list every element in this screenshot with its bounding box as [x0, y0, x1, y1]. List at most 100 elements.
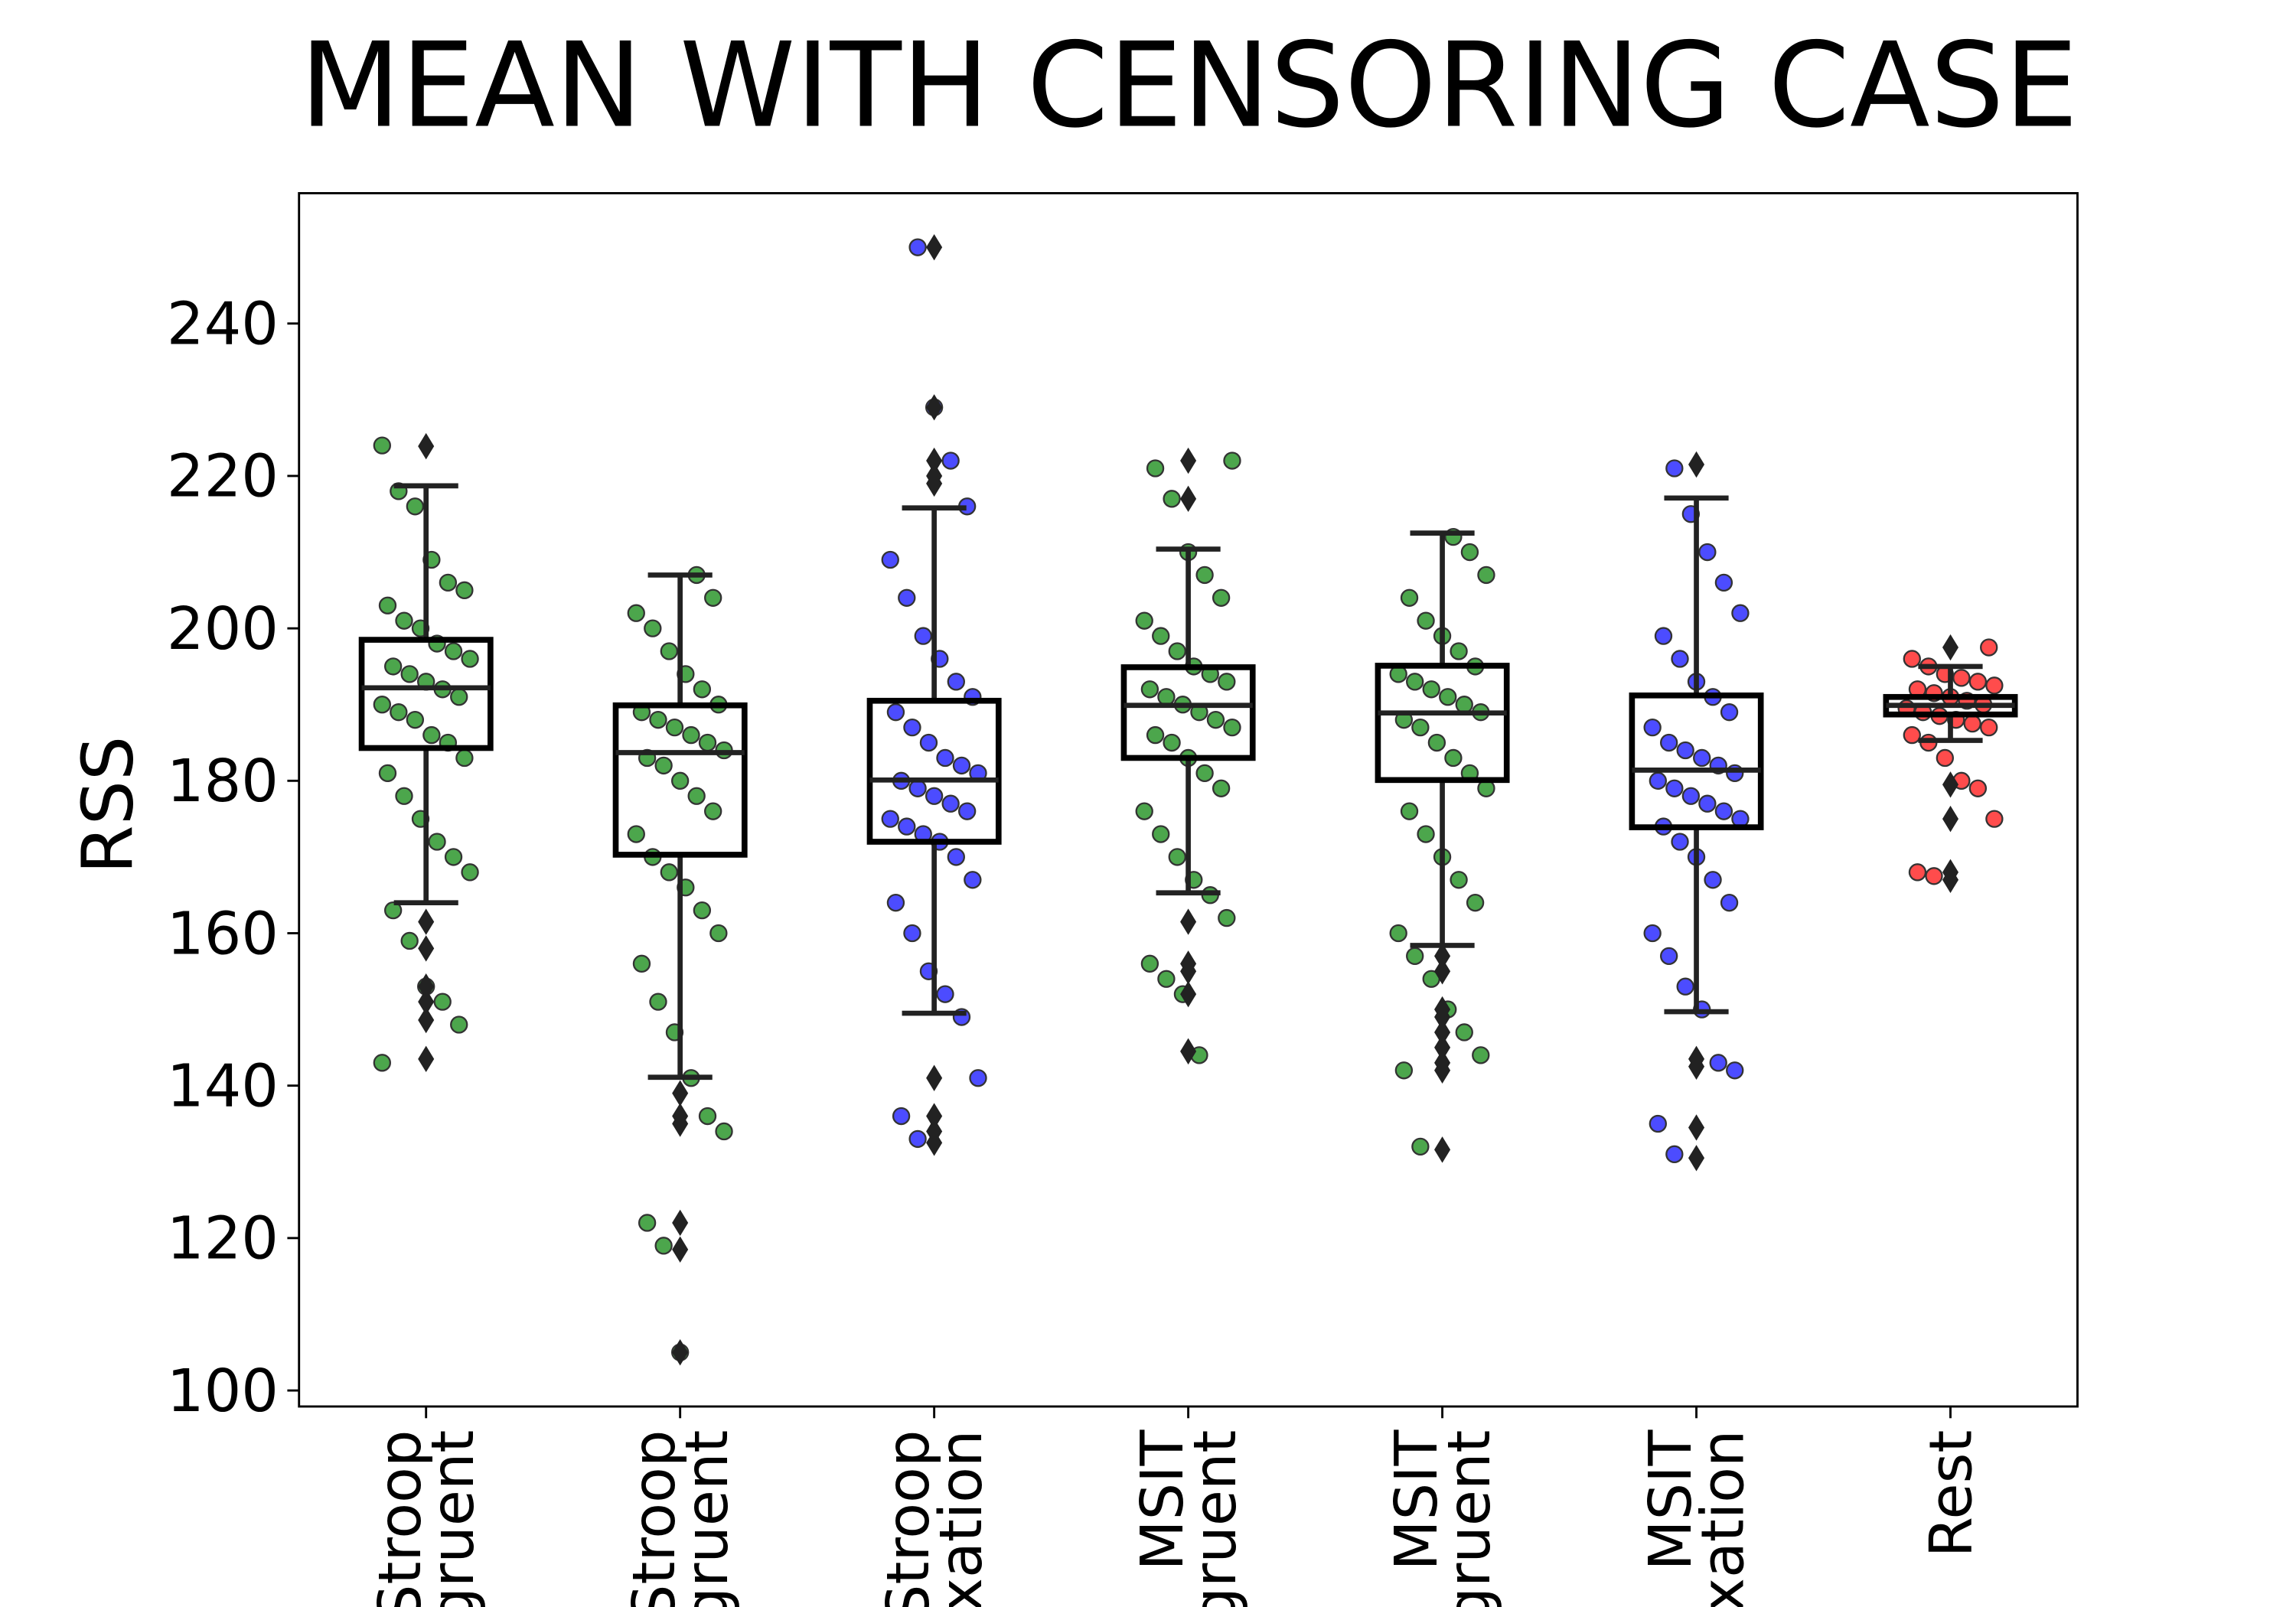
data-point — [1968, 673, 1988, 691]
data-point — [406, 710, 425, 729]
outlier — [418, 973, 435, 1000]
data-point — [1665, 1145, 1684, 1163]
data-point — [925, 787, 944, 805]
data-point — [1477, 566, 1495, 585]
data-point — [638, 1214, 657, 1232]
data-point — [1720, 703, 1739, 722]
outlier — [418, 988, 435, 1015]
outlier — [1180, 908, 1197, 935]
data-point — [665, 718, 684, 737]
data-point — [1212, 588, 1231, 607]
data-point — [1980, 718, 1998, 737]
category-group — [866, 233, 1002, 1156]
outlier — [1180, 447, 1197, 474]
data-point — [947, 848, 965, 866]
data-point — [1963, 714, 1981, 733]
data-point — [704, 588, 722, 607]
outlier — [1434, 1003, 1451, 1031]
data-point — [1168, 642, 1186, 660]
data-point — [1698, 543, 1717, 562]
x-tick-label: Stroop — [367, 1430, 435, 1607]
data-point — [1660, 947, 1678, 966]
x-tick-label: Congruent — [419, 1430, 488, 1607]
data-point — [908, 238, 927, 256]
outlier — [1942, 634, 1959, 661]
data-point — [936, 985, 954, 1003]
category-group — [1120, 447, 1256, 1065]
plot-frame — [298, 192, 2079, 1408]
outlier — [1180, 958, 1197, 985]
box — [1120, 664, 1256, 761]
data-point — [908, 1129, 927, 1149]
data-point — [1206, 710, 1225, 729]
outlier — [418, 432, 435, 460]
data-point — [1394, 1061, 1414, 1080]
data-point — [627, 825, 645, 843]
data-point — [1195, 566, 1214, 585]
outlier — [1180, 1038, 1197, 1065]
data-point — [1643, 718, 1662, 737]
data-point — [1400, 802, 1419, 820]
outlier — [672, 1339, 689, 1366]
data-point — [1417, 611, 1435, 630]
box — [612, 702, 748, 858]
data-point — [1671, 650, 1689, 668]
data-point — [1427, 733, 1446, 752]
x-tick-label: Rest — [1917, 1430, 1985, 1558]
data-point — [1985, 810, 2004, 828]
box — [358, 637, 494, 751]
data-point — [1450, 871, 1468, 889]
data-point — [1411, 718, 1430, 737]
data-point — [1146, 725, 1165, 745]
y-tick-label: 180 — [167, 748, 279, 816]
data-point — [687, 787, 706, 805]
data-point — [1195, 764, 1214, 783]
data-point — [1693, 748, 1711, 768]
data-point — [1157, 970, 1176, 988]
data-point — [914, 627, 932, 645]
data-point — [378, 764, 397, 783]
data-point — [649, 993, 667, 1011]
x-tick-label: MSIT — [1637, 1429, 1705, 1570]
data-point — [1643, 924, 1662, 943]
outlier — [1434, 1057, 1451, 1084]
outlier — [1434, 1136, 1451, 1163]
x-tick-label: Incongruent — [673, 1430, 742, 1607]
category-group — [1883, 634, 2018, 894]
data-point — [1406, 673, 1424, 691]
data-point — [660, 642, 678, 660]
x-tick-label: Fixation — [1690, 1430, 1758, 1607]
data-point — [422, 725, 441, 745]
box — [1629, 692, 1764, 830]
outlier — [418, 935, 435, 962]
data-point — [1135, 802, 1153, 820]
data-point — [1968, 779, 1988, 797]
data-point — [1681, 787, 1701, 805]
outlier — [1434, 1019, 1451, 1046]
data-point — [373, 436, 391, 455]
data-point — [898, 817, 916, 836]
data-point — [1731, 604, 1750, 622]
outlier — [418, 1045, 435, 1073]
data-point — [881, 550, 899, 569]
outlier — [672, 1236, 689, 1263]
data-point — [654, 1237, 673, 1255]
data-point — [903, 924, 921, 943]
outlier — [926, 233, 943, 261]
data-point — [1389, 924, 1407, 943]
data-point — [903, 718, 921, 737]
outlier — [672, 1110, 689, 1137]
data-point — [1411, 1137, 1430, 1156]
data-point — [644, 619, 662, 637]
outlier — [1942, 866, 1959, 894]
data-point — [936, 748, 954, 768]
data-point — [1455, 1023, 1473, 1041]
data-point — [378, 596, 397, 614]
data-point — [1163, 733, 1181, 752]
data-point — [1649, 1114, 1667, 1133]
data-point — [1218, 673, 1236, 691]
x-tick-label: Stroop — [875, 1430, 943, 1607]
data-point — [1936, 748, 1954, 768]
